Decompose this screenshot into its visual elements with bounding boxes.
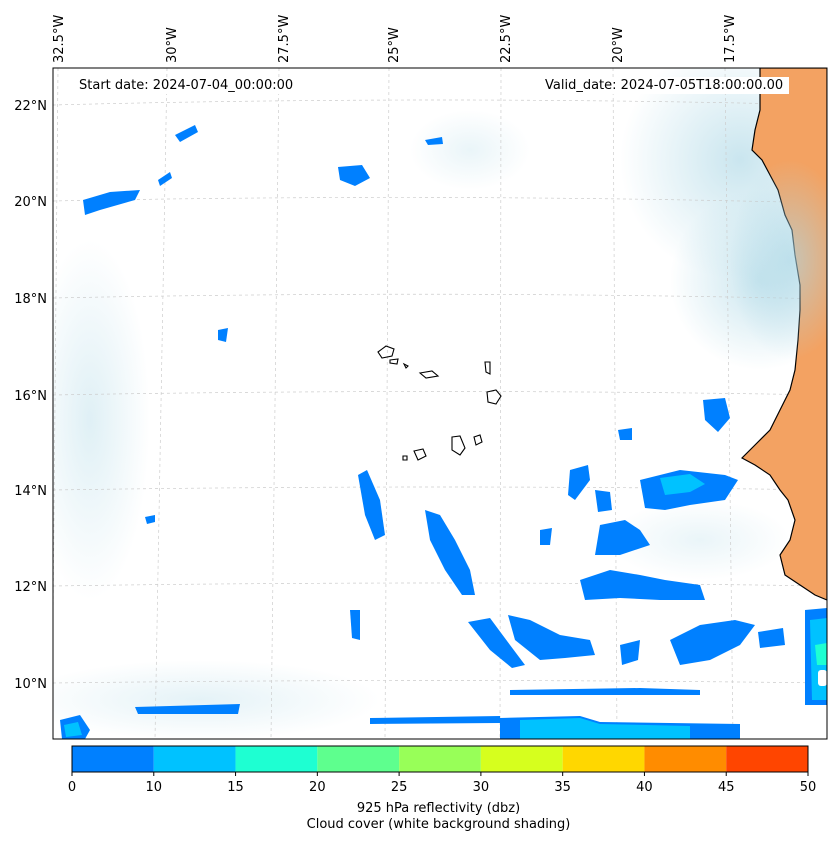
colorbar: [71, 745, 809, 773]
colorbar-border: [71, 745, 809, 773]
reflectivity-patches-peak: [815, 643, 827, 665]
lat-label: 20°N: [14, 195, 47, 210]
colorbar-tick-label: 40: [636, 780, 653, 795]
colorbar-swatch: [317, 746, 400, 772]
lon-label: 17.5°W: [723, 15, 738, 63]
colorbar-swatch: [644, 746, 727, 772]
colorbar-tick-label: 45: [718, 780, 735, 795]
lat-label: 10°N: [14, 677, 47, 692]
colorbar-swatch: [399, 746, 481, 772]
colorbar-swatch: [562, 746, 645, 772]
colorbar-swatch: [480, 746, 563, 772]
lat-label: 16°N: [14, 389, 47, 404]
lat-label: 18°N: [14, 292, 47, 307]
map-frame: [52, 67, 828, 740]
colorbar-tick-label: 25: [391, 780, 408, 795]
colorbar-tick-label: 10: [146, 780, 163, 795]
colorbar-tick-label: 20: [309, 780, 326, 795]
colorbar-tick-label: 15: [227, 780, 244, 795]
lon-label: 27.5°W: [277, 15, 292, 63]
gridlines: [53, 68, 827, 739]
cloud-over-land: [730, 160, 827, 360]
colorbar-sublabel: Cloud cover (white background shading): [306, 817, 571, 832]
lat-label: 12°N: [14, 580, 47, 595]
colorbar-swatch: [153, 746, 236, 772]
start-date-label: Start date: 2024-07-04_00:00:00: [73, 77, 300, 94]
reflectivity-spot-white: [818, 670, 827, 686]
colorbar-swatch: [235, 746, 318, 772]
lon-label: 20°W: [611, 27, 626, 63]
lon-label: 22.5°W: [499, 15, 514, 63]
colorbar-swatch: [726, 746, 808, 772]
lon-label: 32.5°W: [52, 15, 67, 63]
colorbar-tick-label: 30: [473, 780, 490, 795]
longitude-labels: 32.5°W 30°W 27.5°W 25°W 22.5°W 20°W 17.5…: [52, 15, 738, 63]
colorbar-swatch: [72, 746, 154, 772]
valid-date-label: Valid_date: 2024-07-05T18:00:00.00: [539, 77, 790, 94]
colorbar-ticks: 0 10 15 20 25 30 35 40 45 50: [68, 772, 816, 795]
cape-verde-islands: [377, 345, 502, 461]
colorbar-label: 925 hPa reflectivity (dbz): [356, 801, 521, 816]
lat-label: 14°N: [14, 484, 47, 499]
colorbar-tick-label: 50: [800, 780, 817, 795]
lat-label: 22°N: [14, 99, 47, 114]
latitude-labels: 22°N 20°N 18°N 16°N 14°N 12°N 10°N: [14, 99, 47, 692]
colorbar-tick-label: 35: [554, 780, 571, 795]
colorbar-tick-label: 0: [68, 780, 76, 795]
lon-label: 25°W: [387, 27, 402, 63]
lon-label: 30°W: [165, 27, 180, 63]
